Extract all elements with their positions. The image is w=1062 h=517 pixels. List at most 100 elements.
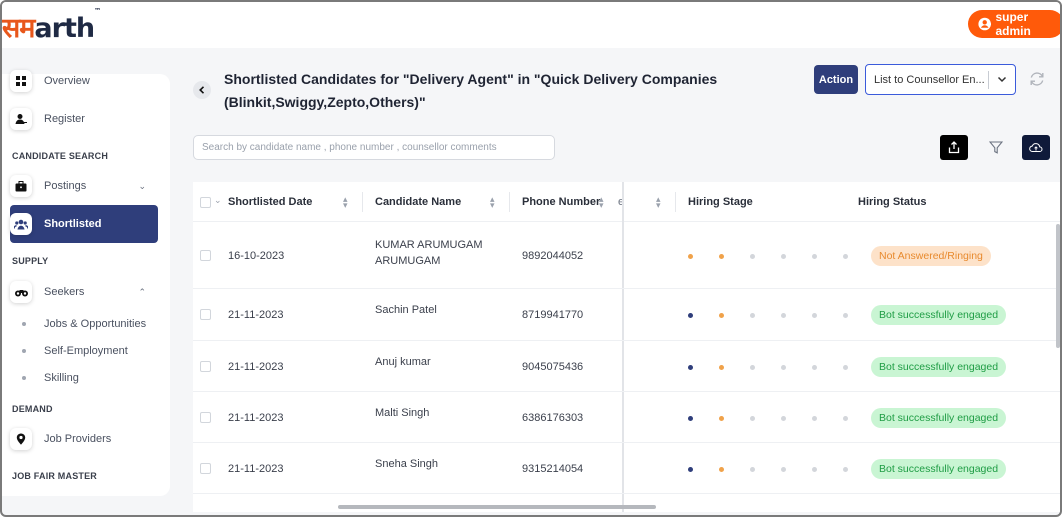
refresh-icon[interactable] xyxy=(1028,70,1046,88)
column-header-hiring-status[interactable]: Hiring Status xyxy=(858,196,927,208)
sort-icon[interactable]: ▴ ▾ xyxy=(599,194,604,210)
hiring-stage-dot xyxy=(719,364,724,370)
sidebar-item-postings[interactable]: Postings ⌄ xyxy=(10,167,158,205)
column-header-shortlisted-date[interactable]: Shortlisted Date xyxy=(228,196,313,208)
horizontal-scrollbar[interactable] xyxy=(338,505,656,509)
user-add-icon xyxy=(10,108,32,130)
user-menu-button[interactable]: super admin xyxy=(968,10,1060,38)
cell-candidate-name[interactable]: Sneha Singh xyxy=(375,457,438,470)
hiring-stage-dot xyxy=(812,415,817,421)
section-heading-supply: SUPPLY xyxy=(12,256,49,266)
briefcase-icon xyxy=(10,175,32,197)
sidebar-item-label: Job Providers xyxy=(44,433,112,445)
hiring-stage-dot xyxy=(781,364,786,370)
table-row[interactable]: 21-11-2023 Anuj kumar 9045075436 Bot succes… xyxy=(193,341,1060,392)
page-title: Shortlisted Candidates for "Delivery Age… xyxy=(224,71,718,110)
sidebar-item-job-providers[interactable]: Job Providers xyxy=(10,420,158,458)
column-header-candidate-name[interactable]: Candidate Name xyxy=(375,196,462,208)
row-checkbox[interactable] xyxy=(200,360,211,372)
bullet-icon xyxy=(22,322,26,326)
sidebar-subitem-skilling[interactable]: Skilling xyxy=(22,372,79,384)
sidebar-item-shortlisted[interactable]: Shortlisted xyxy=(10,205,158,243)
hiring-stage-dot xyxy=(812,364,817,370)
binoculars-icon xyxy=(10,281,32,303)
bullet-icon xyxy=(22,376,26,380)
sort-icon[interactable]: ▴ ▾ xyxy=(656,194,661,210)
hiring-stage-dot xyxy=(843,466,848,472)
column-separator xyxy=(509,192,510,212)
sidebar-subitem-jobs[interactable]: Jobs & Opportunities xyxy=(22,318,146,330)
table-row[interactable]: 21-11-2023 Malti Singh 6386176303 Bot succe… xyxy=(193,392,1060,443)
users-icon xyxy=(10,213,32,235)
sidebar-item-label: Seekers xyxy=(44,286,85,298)
hiring-stage-dot xyxy=(688,253,693,259)
cell-candidate-name[interactable]: KUMAR ARUMUGAM ARUMUGAM xyxy=(375,238,483,267)
section-heading-demand: DEMAND xyxy=(12,404,53,414)
sidebar-subitem-label: Jobs & Opportunities xyxy=(44,318,147,330)
column-separator xyxy=(675,192,676,212)
row-checkbox[interactable] xyxy=(200,309,211,320)
action-button[interactable]: Action xyxy=(814,65,858,94)
table-row[interactable]: 21-11-2023 Sachin Patel 8719941770 Bot succ… xyxy=(193,289,1060,341)
cell-phone-number: 9892044052 xyxy=(522,249,584,262)
brand-logo[interactable]: समarth™ xyxy=(2,7,101,45)
chevron-down-icon: ⌄ xyxy=(138,180,146,191)
sidebar-subitem-label: Skilling xyxy=(44,372,79,384)
sidebar-item-seekers[interactable]: Seekers ⌃ xyxy=(10,273,158,311)
vertical-scrollbar[interactable] xyxy=(1056,224,1060,348)
chevron-down-icon: ⌄ xyxy=(214,195,222,205)
select-all-checkbox[interactable] xyxy=(200,197,211,208)
column-header-partial: e xyxy=(618,196,624,208)
column-header-hiring-stage[interactable]: Hiring Stage xyxy=(688,196,753,208)
sidebar-item-label: Postings xyxy=(44,180,87,192)
logo-tm: ™ xyxy=(94,7,101,15)
sort-icon[interactable]: ▴ ▾ xyxy=(343,194,348,210)
hiring-stage-dot xyxy=(750,313,755,318)
grid-icon xyxy=(10,70,32,92)
hiring-stage-dot xyxy=(843,313,848,318)
cloud-upload-button[interactable] xyxy=(1022,135,1050,160)
table-row[interactable]: 16-10-2023 KUMAR ARUMUGAM ARUMUGAM 9892044… xyxy=(193,222,1060,289)
candidates-table: ⌄ Shortlisted Date ▴ ▾ Candidate Name ▴ ▾ … xyxy=(193,182,1060,512)
filter-button[interactable] xyxy=(982,135,1010,160)
search-input[interactable] xyxy=(193,135,555,160)
location-pin-icon xyxy=(10,428,32,450)
column-separator xyxy=(362,192,363,212)
hiring-stage-dot xyxy=(750,364,755,370)
cell-candidate-name[interactable]: Anuj kumar xyxy=(375,355,431,368)
hiring-stage-dot xyxy=(719,253,724,259)
sidebar-subitem-self-employment[interactable]: Self-Employment xyxy=(22,345,128,357)
hiring-stage-dot xyxy=(719,415,724,421)
row-checkbox[interactable] xyxy=(200,411,211,423)
user-circle-icon xyxy=(978,17,992,31)
column-header-phone-number[interactable]: Phone Number xyxy=(522,196,601,208)
logo-part-1: सम xyxy=(2,13,35,44)
sidebar-subitem-label: Self-Employment xyxy=(44,345,128,357)
top-bar: समarth™ super admin xyxy=(2,2,1060,48)
back-button[interactable] xyxy=(193,81,211,99)
hiring-status-badge: Bot successfully engaged xyxy=(871,458,1007,479)
hiring-stage-dot xyxy=(719,313,724,318)
cell-phone-number: 6386176303 xyxy=(522,411,584,424)
table-row[interactable]: 21-11-2023 Sneha Singh 9315214054 Bot succe… xyxy=(193,443,1060,494)
cell-candidate-name[interactable]: Malti Singh xyxy=(375,406,430,419)
cell-phone-number: 9315214054 xyxy=(522,462,584,475)
section-heading-job-fair-master: JOB FAIR MASTER xyxy=(12,471,98,481)
cell-shortlisted-date: 21-11-2023 xyxy=(228,411,284,424)
cell-phone-number: 8719941770 xyxy=(522,309,584,321)
action-select[interactable]: List to Counsellor En... xyxy=(865,64,1016,95)
logo-part-2: arth xyxy=(34,13,95,44)
cell-candidate-name[interactable]: Sachin Patel xyxy=(375,304,437,316)
row-checkbox[interactable] xyxy=(200,249,211,261)
hiring-stage-dot xyxy=(843,364,848,370)
row-checkbox[interactable] xyxy=(200,462,211,474)
sidebar-item-label: Shortlisted xyxy=(44,218,102,230)
sort-icon[interactable]: ▴ ▾ xyxy=(490,194,495,210)
sidebar-item-overview[interactable]: Overview xyxy=(10,62,158,100)
user-label: super admin xyxy=(995,10,1031,38)
export-button[interactable] xyxy=(940,135,968,160)
sidebar-item-register[interactable]: Register xyxy=(10,100,158,138)
hiring-stage-dot xyxy=(781,253,786,259)
filter-icon xyxy=(989,141,1003,154)
